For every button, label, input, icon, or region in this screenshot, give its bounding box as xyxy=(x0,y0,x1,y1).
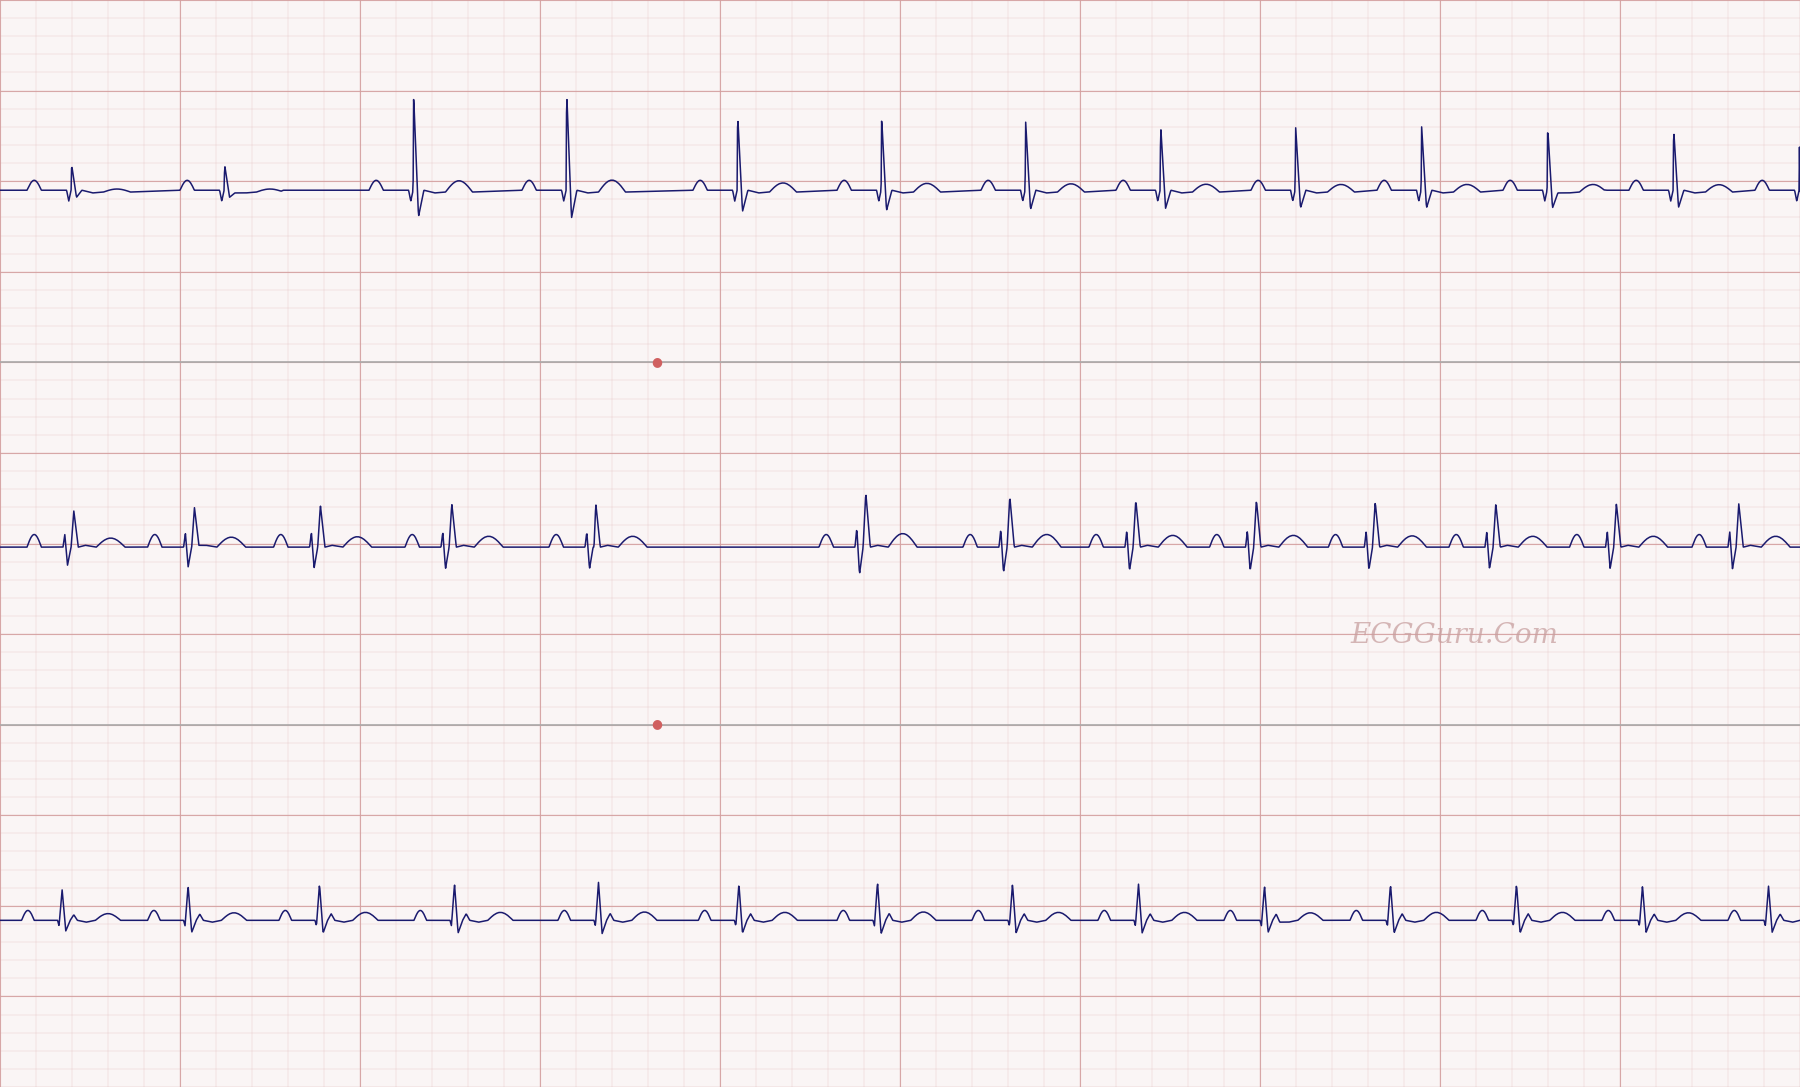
Text: ●: ● xyxy=(652,355,662,368)
Text: ●: ● xyxy=(652,717,662,730)
Text: ECGGuru.Com: ECGGuru.Com xyxy=(1350,622,1559,649)
